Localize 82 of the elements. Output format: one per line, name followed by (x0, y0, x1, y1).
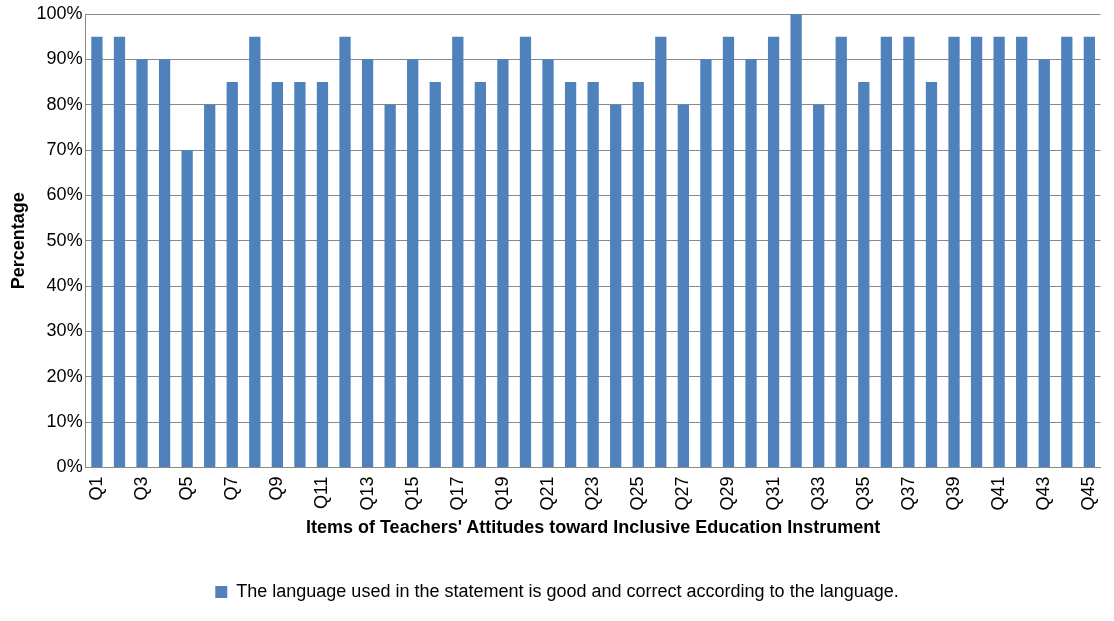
y-axis-title: Percentage (7, 192, 28, 290)
x-tick-label: Q17 (446, 476, 467, 511)
bar (655, 36, 667, 467)
y-tick-label: 90% (46, 48, 83, 69)
bar (813, 104, 825, 467)
bar (384, 104, 396, 467)
bar (158, 59, 171, 467)
bar (294, 82, 306, 467)
x-tick-label: Q5 (176, 476, 197, 501)
x-tick-label: Q33 (807, 476, 828, 511)
bar (339, 36, 351, 467)
x-tick-label: Q27 (672, 476, 693, 511)
bar (316, 82, 329, 467)
bar (361, 59, 374, 467)
bar (1016, 36, 1028, 467)
bar (452, 36, 464, 467)
bar (610, 104, 622, 467)
x-tick-label: Q7 (221, 476, 242, 501)
bar (407, 59, 419, 467)
bar (113, 36, 126, 467)
y-tick-label: 0% (56, 456, 83, 477)
bar (181, 150, 193, 467)
y-tick-label: 100% (36, 2, 83, 23)
x-tick-label: Q43 (1033, 476, 1054, 511)
bar (903, 36, 915, 467)
bar (722, 36, 735, 467)
x-tick-label: Q21 (536, 476, 557, 511)
bar (677, 104, 689, 467)
bar (91, 36, 103, 467)
bar (835, 36, 847, 467)
bar (271, 82, 283, 467)
x-tick-label: Q31 (762, 476, 783, 511)
bar (474, 82, 486, 467)
x-tick-label: Q19 (491, 476, 512, 511)
y-tick-label: 20% (46, 365, 83, 386)
y-tick-label: 10% (46, 411, 83, 432)
bar (745, 59, 757, 467)
x-tick-label: Q9 (266, 476, 287, 501)
x-tick-label: Q11 (311, 476, 332, 510)
bar (858, 82, 870, 467)
bar (948, 36, 960, 467)
x-tick-label: Q41 (988, 476, 1009, 511)
x-tick-label: Q3 (130, 476, 151, 501)
bar (700, 59, 712, 467)
bar (497, 59, 509, 467)
bar (1038, 59, 1050, 467)
bar (767, 36, 780, 467)
x-axis-title: Items of Teachers' Attitudes toward Inclusive Education Instrument (305, 517, 881, 538)
x-tick-label: Q1 (85, 476, 106, 501)
y-tick-label: 50% (46, 229, 83, 250)
x-tick-label: Q15 (401, 476, 422, 511)
bar (204, 104, 216, 467)
bar (136, 59, 148, 467)
x-tick-label: Q45 (1078, 476, 1099, 511)
bar (993, 36, 1005, 467)
bar (226, 82, 238, 467)
bar (519, 36, 532, 467)
legend-label: The language used in the statement is good and correct according to the language. (236, 580, 899, 601)
bar (1061, 36, 1073, 467)
x-tick-label: Q23 (582, 476, 603, 511)
bar (564, 82, 577, 467)
y-tick-label: 30% (46, 320, 83, 341)
bar (880, 36, 892, 467)
bar (429, 82, 441, 467)
x-tick-label: Q29 (717, 476, 738, 511)
bar (1083, 36, 1095, 467)
x-tick-label: Q13 (356, 476, 377, 511)
x-tick-label: Q35 (852, 476, 873, 511)
y-tick-label: 80% (46, 93, 83, 114)
bar (925, 82, 938, 467)
x-tick-label: Q25 (627, 476, 648, 511)
y-tick-label: 60% (46, 184, 83, 205)
bar (249, 36, 261, 467)
x-tick-label: Q39 (942, 476, 963, 511)
y-tick-label: 40% (46, 275, 83, 295)
x-tick-label: Q37 (897, 476, 918, 511)
bar (970, 36, 983, 467)
bar (542, 59, 554, 467)
y-tick-label: 70% (46, 138, 83, 159)
bar (587, 82, 599, 467)
bar (632, 82, 644, 467)
bar (790, 14, 802, 467)
